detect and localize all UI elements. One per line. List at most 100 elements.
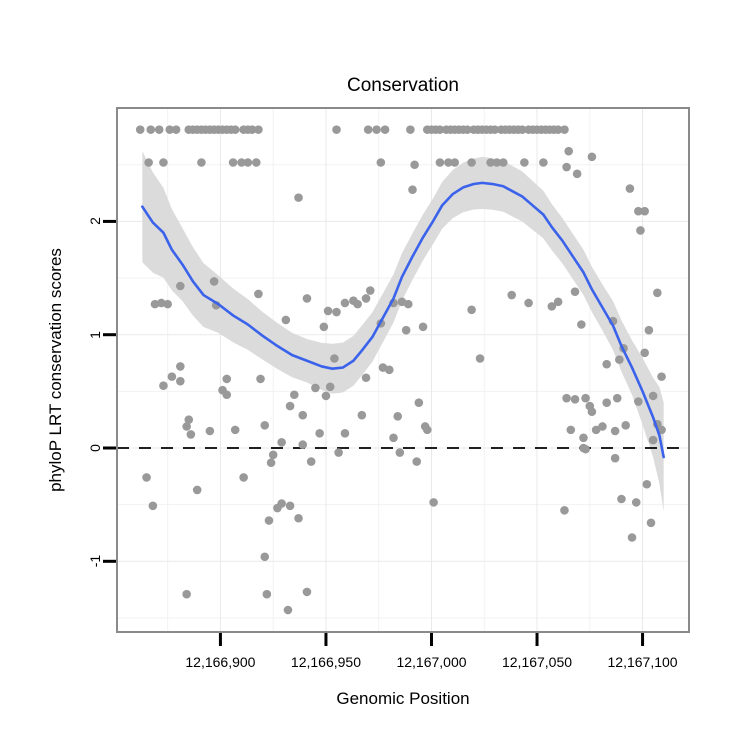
- data-point: [182, 589, 191, 599]
- data-point: [621, 421, 630, 430]
- data-point: [256, 374, 265, 384]
- data-point: [372, 125, 381, 134]
- data-point: [332, 125, 341, 134]
- data-point: [306, 457, 316, 466]
- x-tick-label: 12,167,000: [396, 654, 467, 670]
- data-point: [646, 518, 656, 528]
- data-point: [365, 286, 375, 295]
- data-point: [363, 125, 373, 134]
- data-point: [627, 533, 637, 542]
- data-point: [323, 306, 333, 316]
- y-tick-label: -1: [87, 555, 103, 568]
- data-point: [159, 158, 168, 167]
- data-point: [435, 158, 445, 167]
- data-point: [467, 305, 476, 315]
- data-point: [205, 426, 215, 436]
- data-point: [159, 381, 168, 390]
- data-point: [298, 410, 308, 420]
- data-point: [547, 302, 557, 311]
- data-point: [176, 362, 185, 371]
- data-point: [553, 125, 563, 134]
- data-point: [186, 430, 196, 439]
- data-point: [507, 290, 517, 300]
- data-point: [572, 169, 582, 179]
- y-tick-label: 2: [87, 217, 103, 226]
- data-point: [165, 125, 175, 134]
- data-point: [562, 162, 571, 172]
- data-point: [150, 299, 160, 309]
- data-point: [283, 605, 293, 615]
- data-point: [581, 444, 590, 454]
- data-point: [252, 158, 261, 167]
- data-point: [642, 479, 652, 489]
- data-point: [230, 425, 240, 435]
- data-point: [298, 440, 308, 449]
- data-point: [486, 158, 495, 167]
- data-point: [631, 498, 641, 507]
- data-point: [262, 589, 272, 599]
- data-point: [610, 453, 620, 463]
- data-point: [560, 125, 569, 134]
- data-point: [406, 125, 415, 134]
- data-point: [376, 158, 386, 167]
- x-tick-label: 12,166,950: [290, 654, 361, 670]
- data-point: [475, 354, 485, 363]
- data-point: [562, 393, 571, 403]
- data-point: [340, 428, 350, 438]
- data-point: [429, 498, 438, 507]
- data-point: [281, 315, 291, 325]
- data-point: [380, 125, 390, 134]
- data-point: [587, 152, 597, 162]
- data-point: [264, 516, 274, 525]
- data-point: [640, 206, 649, 216]
- data-point: [361, 373, 371, 383]
- data-point: [302, 294, 312, 303]
- data-point: [197, 158, 206, 167]
- data-point: [135, 125, 145, 134]
- data-point: [254, 289, 263, 299]
- data-point: [524, 298, 533, 308]
- data-point: [444, 158, 453, 167]
- data-point: [490, 125, 500, 134]
- data-point: [239, 473, 248, 482]
- data-point: [617, 494, 626, 504]
- data-point: [277, 499, 286, 508]
- data-point: [553, 297, 563, 307]
- data-point: [247, 125, 257, 134]
- data-point: [277, 438, 286, 447]
- data-point: [228, 158, 238, 167]
- data-point: [389, 433, 398, 443]
- data-point: [644, 325, 654, 335]
- data-point: [340, 298, 350, 308]
- data-point: [148, 501, 158, 511]
- data-point: [634, 206, 643, 216]
- smooth-line: [141, 181, 665, 459]
- data-point: [401, 325, 411, 335]
- data-point: [610, 426, 620, 436]
- data-point: [636, 226, 645, 235]
- data-point: [579, 433, 588, 443]
- data-point: [393, 411, 403, 421]
- data-point: [357, 410, 367, 420]
- data-point: [570, 394, 580, 404]
- x-tick-label: 12,166,900: [185, 654, 256, 670]
- data-point: [167, 372, 177, 381]
- data-point: [285, 501, 295, 511]
- data-point: [384, 365, 394, 375]
- data-point: [612, 393, 622, 403]
- y-tick-label: 0: [87, 444, 103, 452]
- data-point: [587, 407, 597, 417]
- data-point: [648, 391, 658, 401]
- data-point: [566, 425, 576, 435]
- data-point: [237, 158, 246, 167]
- data-point: [302, 587, 312, 597]
- data-point: [435, 125, 445, 134]
- panel-border: [116, 107, 690, 633]
- data-point: [577, 320, 586, 329]
- data-point: [657, 372, 666, 381]
- data-point: [332, 307, 341, 317]
- data-point: [260, 421, 270, 430]
- data-point: [602, 398, 611, 407]
- data-point: [560, 506, 569, 515]
